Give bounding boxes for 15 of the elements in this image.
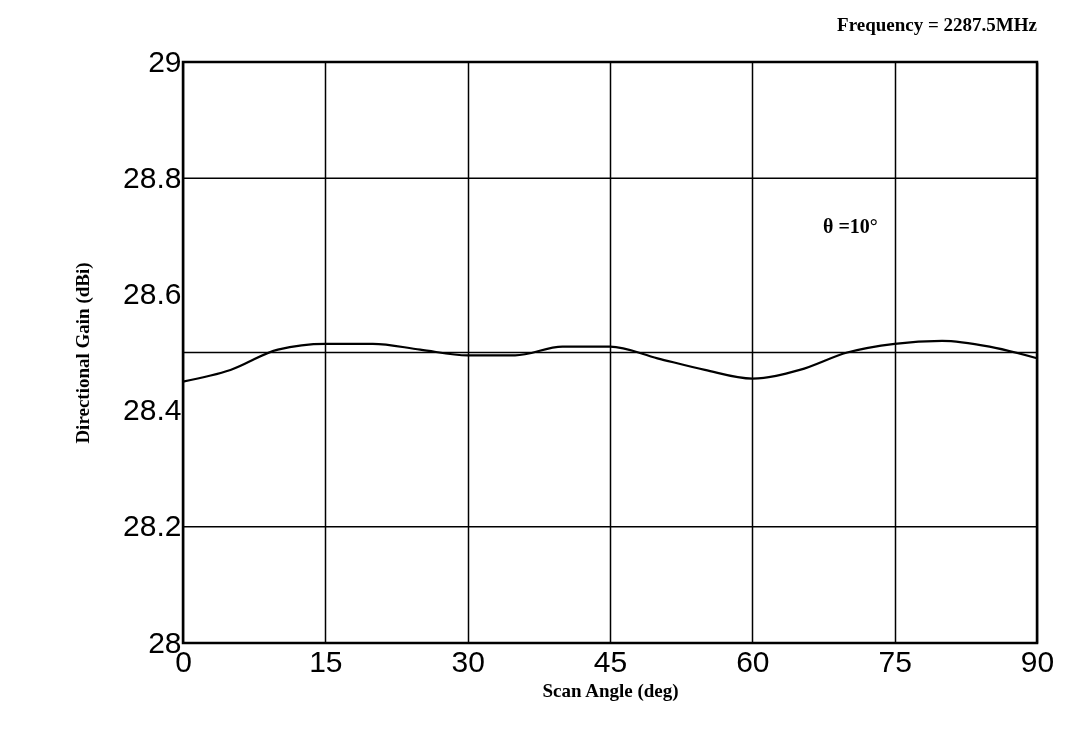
y-tick-label: 28.4 xyxy=(123,393,182,427)
chart-title: Frequency = 2287.5MHz xyxy=(837,14,1038,35)
y-axis-title: Directional Gain (dBi) xyxy=(72,262,95,444)
x-tick-label: 60 xyxy=(736,644,770,678)
x-tick-label: 30 xyxy=(451,644,485,678)
x-axis-title: Scan Angle (deg) xyxy=(542,679,679,702)
y-tick-label: 28.2 xyxy=(123,509,182,543)
y-tick-label: 28.8 xyxy=(123,160,182,194)
x-tick-label: 45 xyxy=(593,644,628,678)
x-tick-label: 15 xyxy=(309,644,343,678)
x-tick-label: 75 xyxy=(878,644,912,678)
x-tick-label: 90 xyxy=(1020,644,1055,678)
y-tick-label: 28.6 xyxy=(123,276,182,310)
annotation: θ =10° xyxy=(823,215,878,237)
y-tick-label: 29 xyxy=(148,44,182,78)
